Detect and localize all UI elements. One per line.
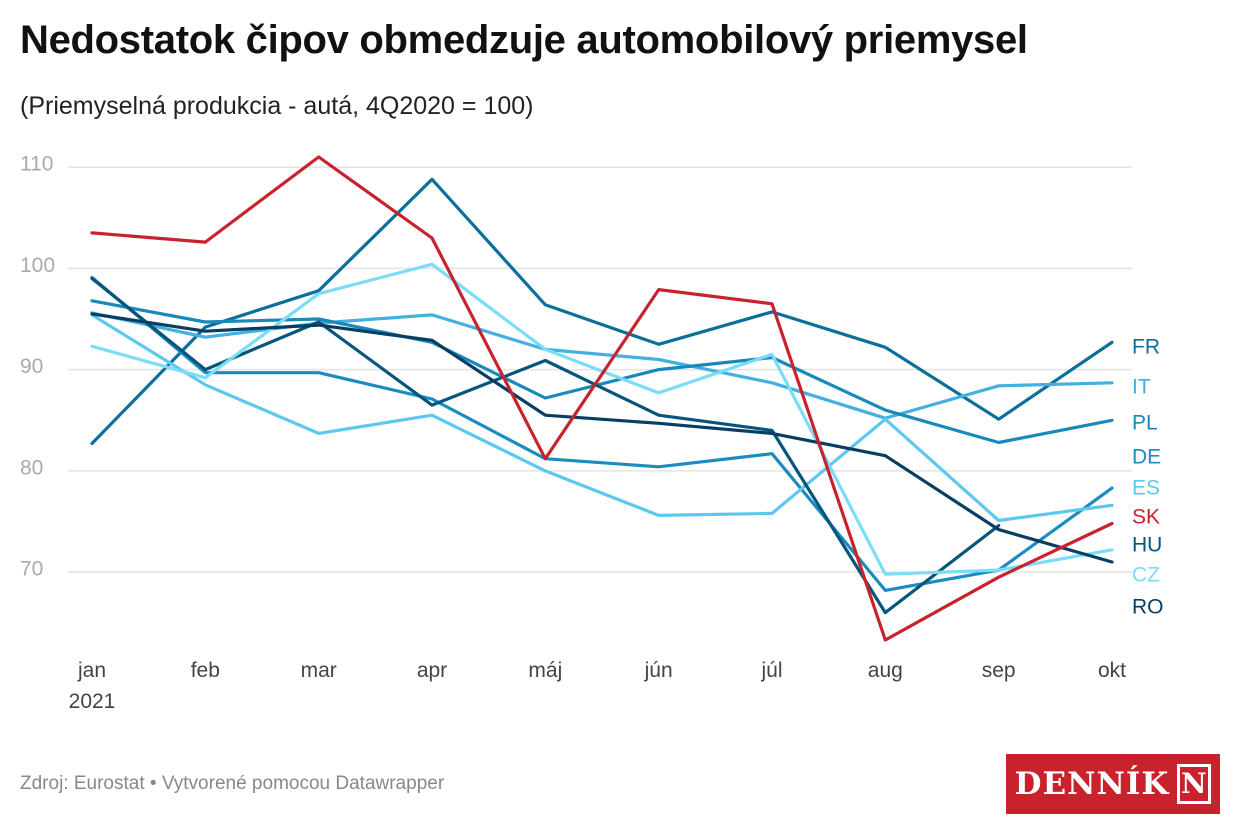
dennik-n-logo[interactable]: DENNÍK N <box>1006 754 1220 814</box>
y-tick-label-110: 110 <box>20 153 53 176</box>
y-tick-label-100: 100 <box>20 254 55 277</box>
legend-label-de: DE <box>1132 446 1161 469</box>
x-tick-label-8: aug <box>868 659 903 682</box>
series-line-cz <box>90 262 1114 576</box>
legend-label-pl: PL <box>1132 412 1158 435</box>
logo-n-box: N <box>1177 764 1212 804</box>
x-tick-label-1: jan <box>77 659 106 682</box>
legend-label-hu: HU <box>1132 534 1162 557</box>
series-line-sk <box>90 155 1114 642</box>
series-line-de <box>90 275 1114 592</box>
logo-text: DENNÍK <box>1014 766 1170 802</box>
line-chart: 70 80 90 100 110 jan feb mar apr máj jún júl aug sep o… <box>20 153 1164 713</box>
source-note: Zdroj: Eurostat • Vytvorené pomocou Data… <box>20 773 445 794</box>
legend-label-cz: CZ <box>1132 564 1160 587</box>
chart-subtitle: (Priemyselná produkcia - autá, 4Q2020 = … <box>20 92 534 120</box>
x-tick-label-2: feb <box>191 659 220 682</box>
series-line-fr <box>90 177 1114 446</box>
y-tick-label-80: 80 <box>20 456 43 479</box>
legend-label-es: ES <box>1132 477 1160 500</box>
legend-label-it: IT <box>1132 376 1151 399</box>
x-tick-label-7: júl <box>760 659 782 682</box>
y-tick-label-90: 90 <box>20 355 43 378</box>
series-line-es <box>90 313 1114 523</box>
x-tick-label-9: sep <box>982 659 1016 682</box>
series-line-ro <box>90 312 1114 564</box>
series-line-hu <box>90 276 1001 615</box>
x-tick-label-10: okt <box>1098 659 1126 682</box>
x-tick-label-4: apr <box>417 659 447 682</box>
legend-label-sk: SK <box>1132 506 1160 529</box>
legend-label-fr: FR <box>1132 336 1160 359</box>
y-tick-label-70: 70 <box>20 558 43 581</box>
series-line-it <box>90 311 1114 420</box>
x-tick-label-3: mar <box>301 659 337 682</box>
series-line-pl <box>90 299 1114 445</box>
x-tick-label-5: máj <box>528 659 562 682</box>
legend-label-ro: RO <box>1132 596 1164 619</box>
x-tick-label-6: jún <box>644 659 673 682</box>
chart-title: Nedostatok čipov obmedzuje automobilový … <box>20 18 1028 62</box>
x-tick-year-label: 2021 <box>69 690 116 713</box>
